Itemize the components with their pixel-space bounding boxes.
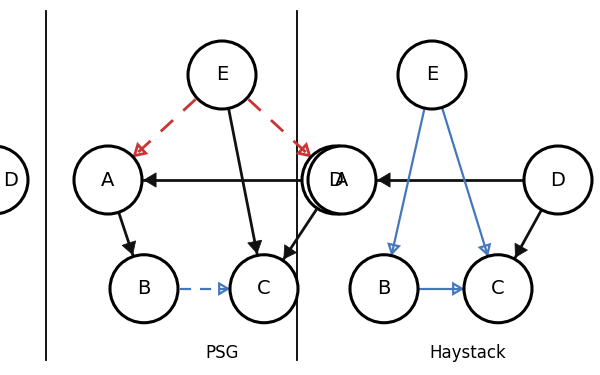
Text: C: C [257, 279, 271, 298]
Polygon shape [515, 243, 527, 257]
Ellipse shape [524, 146, 592, 214]
Ellipse shape [350, 255, 418, 323]
Ellipse shape [74, 146, 142, 214]
Ellipse shape [398, 41, 466, 109]
Text: C: C [491, 279, 505, 298]
Text: E: E [426, 66, 438, 84]
Text: D: D [329, 171, 343, 189]
Polygon shape [122, 241, 136, 255]
Ellipse shape [464, 255, 532, 323]
Polygon shape [248, 240, 262, 254]
Text: A: A [335, 171, 349, 189]
Ellipse shape [110, 255, 178, 323]
Ellipse shape [0, 146, 28, 214]
Polygon shape [144, 173, 156, 187]
Ellipse shape [188, 41, 256, 109]
Text: E: E [216, 66, 228, 84]
Ellipse shape [230, 255, 298, 323]
Text: D: D [4, 171, 19, 189]
Text: PSG: PSG [205, 344, 239, 362]
Text: B: B [137, 279, 151, 298]
Text: D: D [551, 171, 565, 189]
Ellipse shape [308, 146, 376, 214]
Text: Haystack: Haystack [430, 344, 506, 362]
Text: B: B [377, 279, 391, 298]
Polygon shape [284, 245, 296, 259]
Ellipse shape [302, 146, 370, 214]
Text: A: A [101, 171, 115, 189]
Polygon shape [378, 173, 390, 187]
